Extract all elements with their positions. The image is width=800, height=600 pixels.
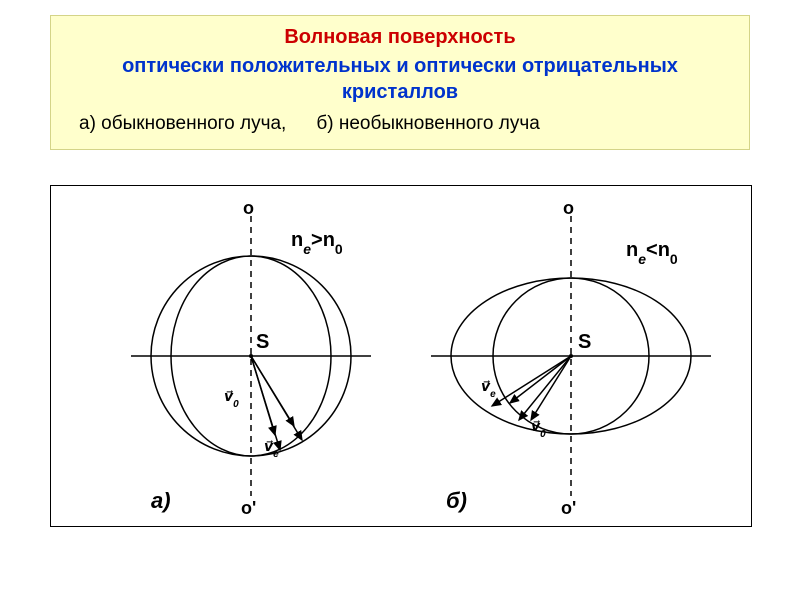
b-v0: v⃗0 xyxy=(531,418,546,440)
diagram-svg: о о' S ne>n0 v⃗0 v⃗e а) xyxy=(51,186,751,526)
sub-b: б) необыкновенного луча xyxy=(316,113,539,135)
b-cond: ne<n0 xyxy=(626,239,678,267)
b-S: S xyxy=(578,331,591,353)
b-label: б) xyxy=(446,488,467,513)
sub-a: а) обыкновенного луча, xyxy=(79,113,286,135)
header-box: Волновая поверхность оптически положител… xyxy=(50,15,750,150)
b-o-top: о xyxy=(563,198,574,218)
a-label: а) xyxy=(151,488,171,513)
diagram-a: о о' S ne>n0 v⃗0 v⃗e а) xyxy=(131,198,371,518)
a-cond: ne>n0 xyxy=(291,229,343,257)
title-red: Волновая поверхность xyxy=(71,26,729,49)
diagram-b: о о' S ne<n0 v⃗e v⃗0 б) xyxy=(431,198,711,518)
title-blue: оптически положительных и оптически отри… xyxy=(71,53,729,105)
diagram-box: о о' S ne>n0 v⃗0 v⃗e а) xyxy=(50,185,752,527)
b-o-bot: о' xyxy=(561,498,576,518)
sub-row: а) обыкновенного луча, б) необыкновенног… xyxy=(71,113,729,135)
b-ve: v⃗e xyxy=(481,378,496,400)
a-o-bot: о' xyxy=(241,498,256,518)
a-o-top: о xyxy=(243,198,254,218)
a-v0: v⃗0 xyxy=(224,388,239,410)
a-S: S xyxy=(256,331,269,353)
